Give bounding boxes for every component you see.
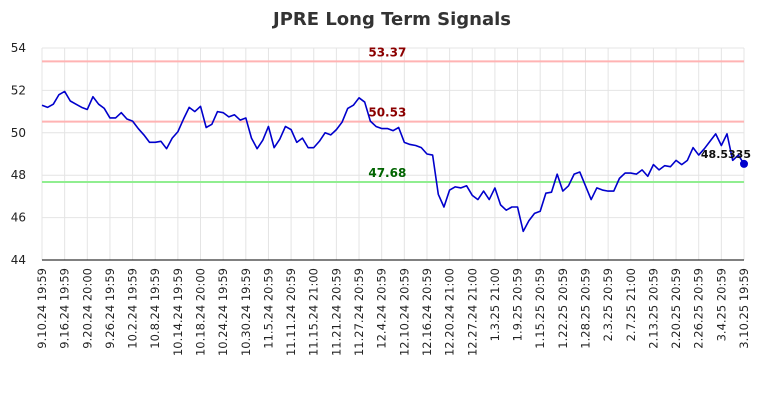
x-tick-label: 9.20.24 20:00 — [80, 268, 94, 349]
x-tick-label: 10.2.24 19:59 — [126, 268, 140, 349]
x-tick-label: 2.13.25 20:59 — [646, 268, 660, 349]
y-tick-label: 54 — [11, 41, 26, 55]
x-tick-label: 9.26.24 19:59 — [103, 268, 117, 349]
y-tick-label: 50 — [11, 126, 26, 140]
x-tick-label: 2.20.25 20:59 — [669, 268, 683, 349]
x-tick-label: 1.3.25 21:00 — [488, 268, 502, 341]
last-point-label: 48.5335 — [701, 148, 751, 161]
x-tick-label: 12.10.24 20:59 — [397, 268, 411, 356]
x-tick-label: 1.9.25 20:59 — [511, 268, 525, 341]
x-tick-label: 11.15.24 21:00 — [307, 268, 321, 356]
price-series-line — [41, 90, 745, 233]
x-tick-label: 1.28.25 20:59 — [578, 268, 592, 349]
last-point-marker — [740, 159, 748, 168]
x-tick-label: 3.4.25 20:59 — [714, 268, 728, 341]
grid — [41, 47, 745, 261]
x-tick-label: 12.20.24 21:00 — [443, 268, 457, 356]
x-tick-label: 11.27.24 20:59 — [352, 268, 366, 356]
reference-line-label: 47.68 — [368, 166, 406, 180]
x-tick-label: 12.27.24 21:00 — [465, 268, 479, 356]
x-tick-label: 10.14.24 19:59 — [171, 268, 185, 356]
x-tick-label: 11.21.24 20:59 — [329, 268, 343, 356]
x-tick-label: 2.26.25 20:59 — [692, 268, 706, 349]
last-point-layer: 48.5335 — [701, 148, 751, 168]
x-tick-label: 9.10.24 19:59 — [35, 268, 49, 349]
y-tick-label: 52 — [11, 83, 26, 97]
reference-line-label: 50.53 — [368, 106, 406, 120]
x-tick-label: 10.8.24 19:59 — [148, 268, 162, 349]
x-tick-label: 10.18.24 20:00 — [194, 268, 208, 356]
x-tick-label: 11.5.24 20:59 — [261, 268, 275, 349]
reference-lines: 53.37 50.53 47.68 — [42, 45, 744, 183]
x-tick-label: 10.30.24 19:59 — [239, 268, 253, 356]
x-tick-label: 2.3.25 20:59 — [601, 268, 615, 341]
x-tick-label: 2.7.25 21:00 — [624, 268, 638, 341]
series-layer — [41, 90, 745, 233]
x-tick-label: 10.24.24 19:59 — [216, 268, 230, 356]
x-tick-label: 9.16.24 19:59 — [58, 268, 72, 349]
y-tick-label: 48 — [11, 168, 26, 182]
x-tick-label: 1.15.25 20:59 — [533, 268, 547, 349]
x-tick-label: 1.22.25 20:59 — [556, 268, 570, 349]
x-tick-label: 3.10.25 19:59 — [737, 268, 751, 349]
x-axis-ticks: 9.10.24 19:59 9.16.24 19:59 9.20.24 20:00 9… — [35, 268, 751, 356]
y-axis-ticks: 44 46 48 50 52 54 — [11, 41, 26, 267]
x-tick-label: 12.16.24 20:59 — [420, 268, 434, 356]
y-tick-label: 44 — [11, 253, 26, 267]
y-tick-label: 46 — [11, 211, 26, 225]
x-tick-label: 12.4.24 20:59 — [375, 268, 389, 349]
chart-title: JPRE Long Term Signals — [271, 9, 511, 30]
x-tick-label: 11.11.24 20:59 — [284, 268, 298, 356]
reference-line-label: 53.37 — [368, 45, 406, 59]
